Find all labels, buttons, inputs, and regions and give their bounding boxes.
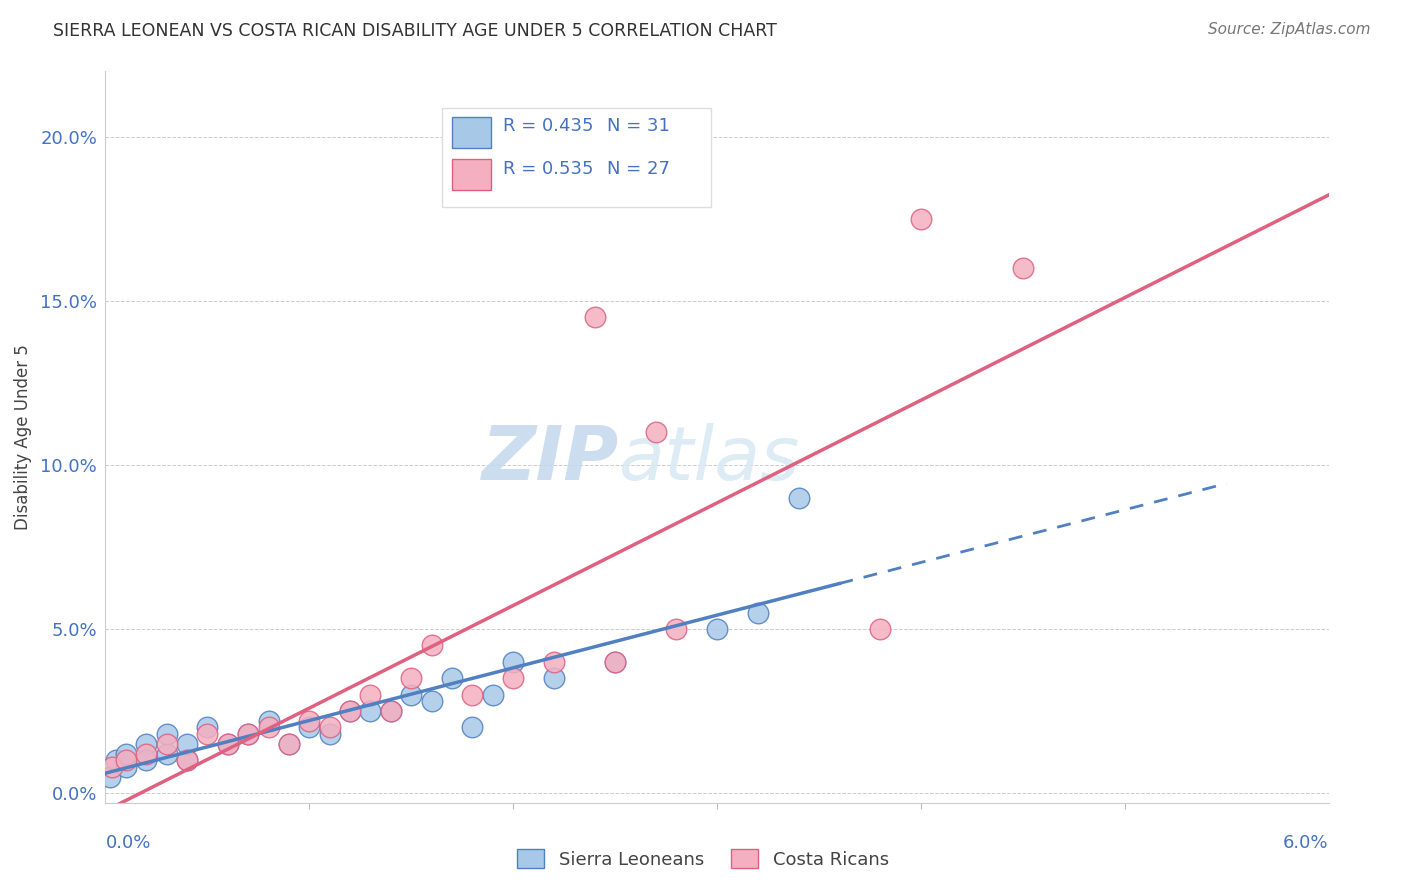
Point <box>236 727 259 741</box>
Point <box>318 720 340 734</box>
Text: atlas: atlas <box>619 423 800 495</box>
Point <box>583 310 606 325</box>
Point <box>318 727 340 741</box>
Point <box>217 737 239 751</box>
Point <box>195 720 219 734</box>
Text: R = 0.535: R = 0.535 <box>503 160 593 178</box>
Point <box>461 688 484 702</box>
Legend: Sierra Leoneans, Costa Ricans: Sierra Leoneans, Costa Ricans <box>510 842 896 876</box>
Point <box>236 727 259 741</box>
Point <box>135 747 157 761</box>
Point <box>277 737 299 751</box>
Point <box>298 714 321 728</box>
Point <box>195 727 219 741</box>
Text: Source: ZipAtlas.com: Source: ZipAtlas.com <box>1208 22 1371 37</box>
Point <box>665 622 688 636</box>
Point <box>104 753 127 767</box>
Point <box>787 491 810 505</box>
Point <box>217 737 239 751</box>
Point <box>176 753 198 767</box>
Point <box>502 671 524 685</box>
Point <box>644 425 666 439</box>
FancyBboxPatch shape <box>441 108 711 207</box>
Point <box>605 655 627 669</box>
Point <box>359 704 381 718</box>
Point <box>176 737 198 751</box>
Point <box>115 760 138 774</box>
Point <box>420 694 443 708</box>
Point <box>359 688 381 702</box>
Point <box>176 753 198 767</box>
Point <box>543 655 565 669</box>
Y-axis label: Disability Age Under 5: Disability Age Under 5 <box>14 344 32 530</box>
Point <box>380 704 402 718</box>
Text: SIERRA LEONEAN VS COSTA RICAN DISABILITY AGE UNDER 5 CORRELATION CHART: SIERRA LEONEAN VS COSTA RICAN DISABILITY… <box>53 22 778 40</box>
Point <box>135 737 157 751</box>
Point <box>420 638 443 652</box>
Point <box>257 720 280 734</box>
FancyBboxPatch shape <box>451 159 491 190</box>
Point <box>257 714 280 728</box>
Point <box>910 211 932 226</box>
Point <box>115 753 138 767</box>
Text: R = 0.435: R = 0.435 <box>503 117 593 136</box>
Point <box>277 737 299 751</box>
Point <box>481 688 503 702</box>
Point <box>747 606 769 620</box>
Point <box>399 671 422 685</box>
Point <box>115 747 138 761</box>
Point <box>869 622 891 636</box>
Point <box>502 655 524 669</box>
Point <box>135 753 157 767</box>
Text: N = 31: N = 31 <box>607 117 669 136</box>
Point <box>155 727 177 741</box>
Point <box>339 704 361 718</box>
Point <box>1011 261 1033 276</box>
Point <box>155 737 177 751</box>
Point <box>339 704 361 718</box>
Point <box>440 671 463 685</box>
Point <box>399 688 422 702</box>
Point <box>100 760 122 774</box>
Text: 6.0%: 6.0% <box>1284 834 1329 852</box>
Point <box>298 720 321 734</box>
Point <box>543 671 565 685</box>
Point <box>98 770 121 784</box>
Text: ZIP: ZIP <box>482 423 619 496</box>
Text: 0.0%: 0.0% <box>105 834 150 852</box>
Point <box>155 747 177 761</box>
Point <box>706 622 728 636</box>
FancyBboxPatch shape <box>451 117 491 148</box>
Text: N = 27: N = 27 <box>607 160 671 178</box>
Point <box>380 704 402 718</box>
Point <box>461 720 484 734</box>
Point <box>605 655 627 669</box>
